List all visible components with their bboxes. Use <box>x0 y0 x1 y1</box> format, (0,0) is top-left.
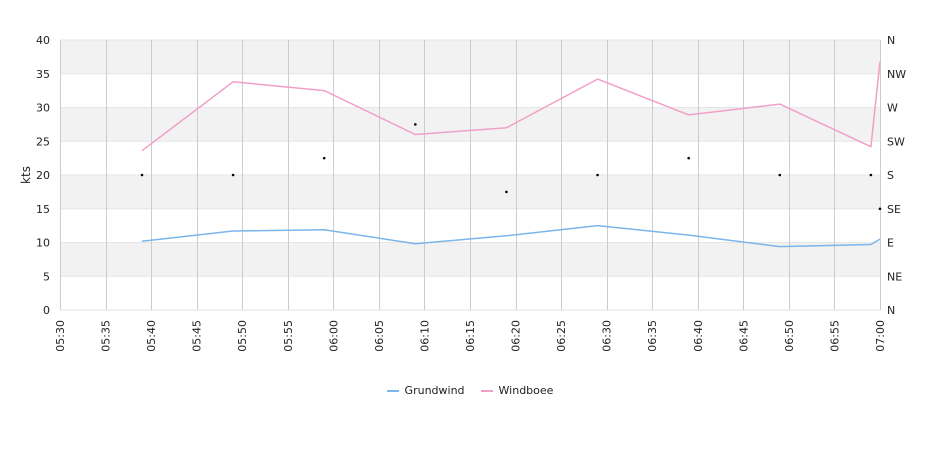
y-tick-label: 10 <box>36 237 50 250</box>
x-tick-label: 05:55 <box>282 320 295 352</box>
x-tick-label: 06:35 <box>646 320 659 352</box>
right-axis-label: NW <box>887 68 906 81</box>
x-tick-label: 05:40 <box>145 320 158 352</box>
series-line-windboee <box>141 61 881 152</box>
direction-marker <box>596 173 599 177</box>
right-axis-ticks: N NE E SE S SW W NW N <box>887 34 906 317</box>
legend-item-grundwind[interactable]: Grundwind <box>386 384 465 397</box>
direction-marker <box>878 207 882 211</box>
vertical-gridlines <box>60 40 881 310</box>
direction-marker <box>322 156 326 160</box>
y-tick-label: 20 <box>36 169 50 182</box>
legend-label-windboee: Windboee <box>498 384 554 397</box>
legend-item-windboee[interactable]: Windboee <box>480 384 554 397</box>
right-axis-label: E <box>887 237 894 250</box>
y-axis-ticks: 0 5 10 15 20 25 30 35 40 <box>36 34 50 317</box>
direction-markers <box>140 123 882 211</box>
series-line-grundwind <box>141 224 881 248</box>
legend: Grundwind Windboee <box>0 384 940 397</box>
direction-marker <box>869 173 873 177</box>
right-axis-label: N <box>887 304 895 317</box>
x-tick-label: 06:40 <box>692 320 705 352</box>
y-tick-label: 25 <box>36 135 50 148</box>
y-axis-title: kts <box>19 166 33 184</box>
y-tick-label: 5 <box>43 270 50 283</box>
x-tick-label: 05:35 <box>100 320 113 352</box>
x-tick-label: 06:00 <box>327 320 340 352</box>
x-tick-label: 06:55 <box>828 320 841 352</box>
x-tick-label: 06:20 <box>510 320 523 352</box>
x-axis-ticks: 05:30 05:35 05:40 05:45 05:50 05:55 06:00 06:05… <box>54 320 887 352</box>
direction-marker <box>505 190 508 194</box>
direction-marker <box>140 173 144 177</box>
right-axis-label: SE <box>887 203 901 216</box>
x-tick-label: 07:00 <box>874 320 887 352</box>
right-axis-label: S <box>887 169 894 182</box>
right-axis-label: SW <box>887 135 905 148</box>
x-tick-label: 06:45 <box>737 320 750 352</box>
y-tick-label: 35 <box>36 68 50 81</box>
right-axis-label: W <box>887 102 898 115</box>
legend-swatch-windboee <box>480 389 493 392</box>
direction-marker <box>687 156 690 160</box>
x-tick-label: 06:30 <box>601 320 614 352</box>
direction-marker <box>414 123 417 126</box>
right-axis-label: N <box>887 34 895 47</box>
y-tick-label: 0 <box>43 304 50 317</box>
y-tick-label: 40 <box>36 34 50 47</box>
x-tick-label: 06:05 <box>373 320 386 352</box>
direction-marker <box>231 173 235 177</box>
legend-label-grundwind: Grundwind <box>404 384 465 397</box>
series-lines <box>141 61 881 248</box>
legend-swatch-grundwind <box>386 389 399 392</box>
x-tick-label: 06:50 <box>783 320 796 352</box>
direction-marker <box>778 173 782 177</box>
y-tick-label: 15 <box>36 203 50 216</box>
x-tick-label: 06:25 <box>555 320 568 352</box>
x-tick-label: 05:45 <box>191 320 204 352</box>
y-tick-label: 30 <box>36 102 50 115</box>
x-tick-label: 05:50 <box>236 320 249 352</box>
right-axis-label: NE <box>887 270 902 283</box>
x-tick-label: 06:15 <box>464 320 477 352</box>
x-tick-label: 06:10 <box>418 320 431 352</box>
x-tick-label: 05:30 <box>54 320 67 352</box>
